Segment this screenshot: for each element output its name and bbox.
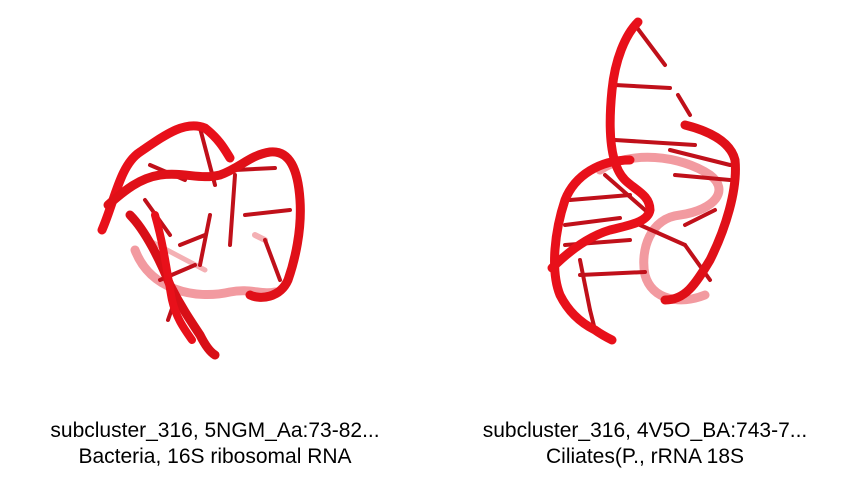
backbone [97, 121, 235, 235]
structure-caption: subcluster_316, 4V5O_BA:743-7... Ciliate… [430, 418, 860, 470]
backbone [151, 211, 196, 344]
backbone [660, 120, 740, 305]
backbone [125, 210, 220, 360]
rna-structure-image-right [547, 17, 740, 345]
structure-panel-right: subcluster_316, 4V5O_BA:743-7... Ciliate… [430, 0, 860, 480]
backbone [547, 17, 655, 273]
caption-line-1: subcluster_316, 4V5O_BA:743-7... [482, 419, 808, 442]
backbone [550, 155, 635, 345]
backbone-faded [130, 245, 280, 299]
structure-caption: subcluster_316, 5NGM_Aa:73-82... Bacteri… [0, 418, 430, 470]
backbone-faded [595, 152, 724, 305]
structure-panel-left: subcluster_316, 5NGM_Aa:73-82... Bacteri… [0, 121, 430, 470]
backbone [103, 147, 305, 302]
caption-line-1: subcluster_316, 5NGM_Aa:73-82... [50, 419, 380, 442]
rna-structure-image-left [97, 121, 305, 360]
caption-line-2: Bacteria, 16S ribosomal RNA [78, 445, 352, 468]
caption-line-2: Ciliates(P., rRNA 18S [545, 445, 745, 468]
